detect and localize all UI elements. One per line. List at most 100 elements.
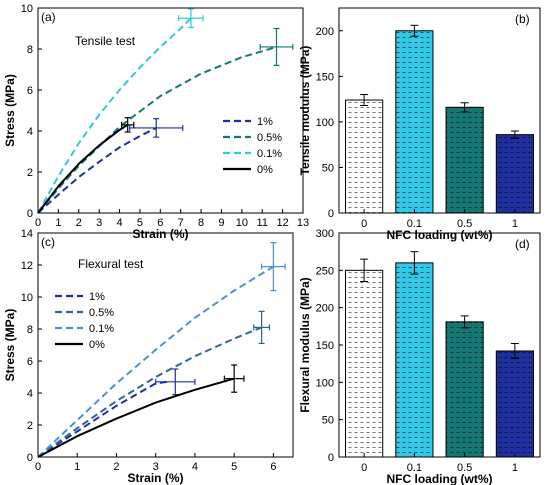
error-bar-0.5 — [460, 315, 469, 329]
x-tick-label: 6 — [157, 217, 163, 229]
category-label: 1 — [512, 462, 518, 474]
error-bar-0.1 — [410, 24, 419, 37]
y-tick-label: 2 — [27, 420, 33, 432]
x-axis-label: Strain (%) — [132, 227, 188, 241]
category-label: 0.5 — [457, 218, 472, 230]
x-tick-label: 6 — [270, 461, 276, 473]
x-tick-label: 1 — [55, 217, 61, 229]
bar-0 — [345, 99, 384, 214]
category-label: 0.1 — [407, 462, 422, 474]
error-cross-1% — [129, 118, 184, 138]
panel-label: (c) — [41, 235, 55, 249]
y-axis-label: Tensile modulus (MPa) — [298, 46, 312, 176]
x-tick-label: 3 — [96, 217, 102, 229]
error-cross-0.1% — [178, 8, 204, 29]
x-tick-label: 4 — [192, 461, 198, 473]
x-tick-label: 13 — [297, 217, 309, 229]
x-tick-label: 0 — [35, 217, 41, 229]
bar-0 — [345, 269, 384, 458]
plot-frame-c — [37, 232, 294, 458]
x-tick-label: 3 — [153, 461, 159, 473]
legend-label-0%: 0% — [257, 164, 273, 176]
series-line-1% — [37, 380, 168, 458]
x-tick-label: 10 — [236, 217, 248, 229]
x-tick-label: 7 — [178, 217, 184, 229]
series-line-0% — [37, 377, 235, 458]
legend-label-0.1%: 0.1% — [257, 148, 282, 160]
series-line-0.1% — [37, 265, 274, 458]
error-bar-0.1 — [410, 251, 419, 275]
y-tick-label: 8 — [27, 44, 33, 56]
y-tick-label: 6 — [27, 85, 33, 97]
y-tick-label: 0 — [27, 208, 33, 220]
panel-label: (a) — [41, 10, 56, 24]
y-tick-label: 6 — [27, 356, 33, 368]
y-tick-label: 10 — [21, 292, 33, 304]
annotation-flexural-test: Flexural test — [78, 257, 144, 271]
error-cross-0.5% — [253, 310, 271, 344]
legend-label-1%: 1% — [89, 291, 105, 303]
legend-label-1%: 1% — [257, 116, 273, 128]
panel-b-tensile-modulus: 0 50 100 150 200 0 0.1 0.5 1 NFC loading (wt%) Ten… — [298, 7, 541, 242]
error-cross-0% — [120, 117, 135, 133]
x-tick-label: 12 — [276, 217, 288, 229]
x-axis-label: NFC loading (wt%) — [387, 228, 493, 242]
error-bar-0.5 — [460, 102, 469, 113]
panel-label: (b) — [515, 12, 530, 26]
y-tick-label: 10 — [21, 3, 33, 15]
x-tick-label: 9 — [218, 217, 224, 229]
x-tick-label: 2 — [76, 217, 82, 229]
y-axis-label: Stress (MPa) — [3, 74, 17, 147]
y-tick-label: 12 — [21, 260, 33, 272]
y-tick-label: 8 — [27, 324, 33, 336]
x-tick-label: 0 — [35, 461, 41, 473]
category-label: 0 — [361, 218, 367, 230]
series-line-0.1% — [37, 17, 192, 214]
y-axis-label: Flexural modulus (MPa) — [298, 277, 312, 412]
y-tick-label: 4 — [27, 388, 33, 400]
series-line-0% — [37, 123, 129, 214]
bar-0.5 — [445, 321, 484, 458]
y-axis-label: Stress (MPa) — [3, 309, 17, 382]
x-tick-label: 2 — [113, 461, 119, 473]
error-bar-1 — [510, 343, 519, 359]
y-tick-label: 0 — [27, 452, 33, 464]
annotation-tensile-test: Tensile test — [75, 34, 136, 48]
x-tick-label: 4 — [116, 217, 122, 229]
x-tick-label: 8 — [198, 217, 204, 229]
y-tick-label: 250 — [316, 265, 334, 277]
error-cross-0.5% — [259, 27, 294, 67]
plot-frame-a — [37, 7, 304, 214]
y-tick-label: 150 — [316, 340, 334, 352]
y-tick-label: 0 — [328, 208, 334, 220]
x-tick-label: 11 — [257, 217, 268, 229]
error-cross-0% — [223, 364, 245, 393]
y-tick-label: 100 — [316, 117, 334, 129]
y-tick-label: 14 — [21, 228, 33, 240]
y-tick-label: 2 — [27, 167, 33, 179]
category-label: 1 — [512, 218, 518, 230]
error-bar-1 — [510, 130, 519, 139]
y-tick-label: 200 — [316, 303, 334, 315]
bar-0.1 — [395, 262, 434, 458]
panel-label: (d) — [515, 237, 530, 251]
plot-frame-b — [338, 7, 541, 214]
error-bar-0 — [360, 94, 369, 106]
category-label: 0 — [361, 462, 367, 474]
y-tick-label: 100 — [316, 377, 334, 389]
y-tick-label: 50 — [322, 415, 334, 427]
x-axis-label: NFC loading (wt%) — [387, 472, 493, 485]
panel-d-flexural-modulus: 0 50 100 150 200 250 300 0 0.1 0.5 1 NFC loading (w… — [298, 228, 541, 485]
y-tick-label: 200 — [316, 26, 334, 38]
y-tick-label: 0 — [328, 452, 334, 464]
bar-1 — [495, 350, 534, 458]
error-cross-1% — [155, 368, 196, 396]
legend-label-0.5%: 0.5% — [257, 132, 282, 144]
y-tick-label: 150 — [316, 71, 334, 83]
x-tick-label: 5 — [137, 217, 143, 229]
bar-0.1 — [395, 30, 434, 214]
y-tick-label: 4 — [27, 126, 33, 138]
